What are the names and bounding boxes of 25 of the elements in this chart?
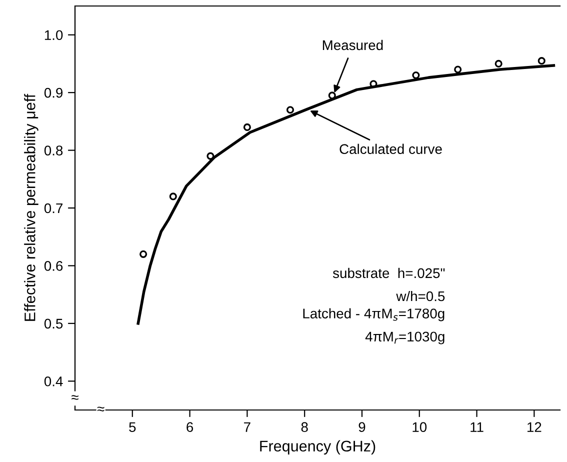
annotation: 4πM$_{r}$=1030g	[365, 332, 444, 344]
x-tick-label: 9	[358, 422, 366, 432]
y-tick-label: 0.8	[44, 146, 63, 156]
x-tick-label: 12	[528, 422, 542, 432]
y-tick-label: 0.9	[44, 88, 63, 98]
x-tick-label: 10	[412, 422, 427, 432]
annotation: ≈	[72, 395, 78, 400]
y-tick-label: 0.5	[44, 318, 63, 329]
x-tick-label: 8	[301, 422, 308, 432]
x-tick-label: 11	[470, 422, 484, 432]
y-tick-label: 1.0	[44, 30, 63, 40]
annotation: w/h=0.5	[396, 290, 445, 302]
annotation: Measured	[322, 40, 383, 50]
x-axis-title: Frequency (GHz)	[260, 440, 376, 455]
annotation: ≈	[97, 406, 104, 412]
annotation: Latched - 4πM$_{s}$=1780g	[303, 308, 444, 322]
x-tick-label: 6	[186, 422, 194, 432]
x-tick-label: 7	[244, 422, 250, 432]
y-tick-label: 0.7	[44, 203, 62, 214]
annotation: substrate h=.025"	[332, 268, 445, 278]
annotation: Calculated curve	[340, 144, 442, 154]
y-axis-title: Effective relative permeability μeff	[24, 94, 38, 321]
y-tick-label: 0.4	[44, 376, 63, 386]
x-tick-label: 5	[129, 422, 136, 432]
y-tick-label: 0.6	[44, 261, 63, 271]
